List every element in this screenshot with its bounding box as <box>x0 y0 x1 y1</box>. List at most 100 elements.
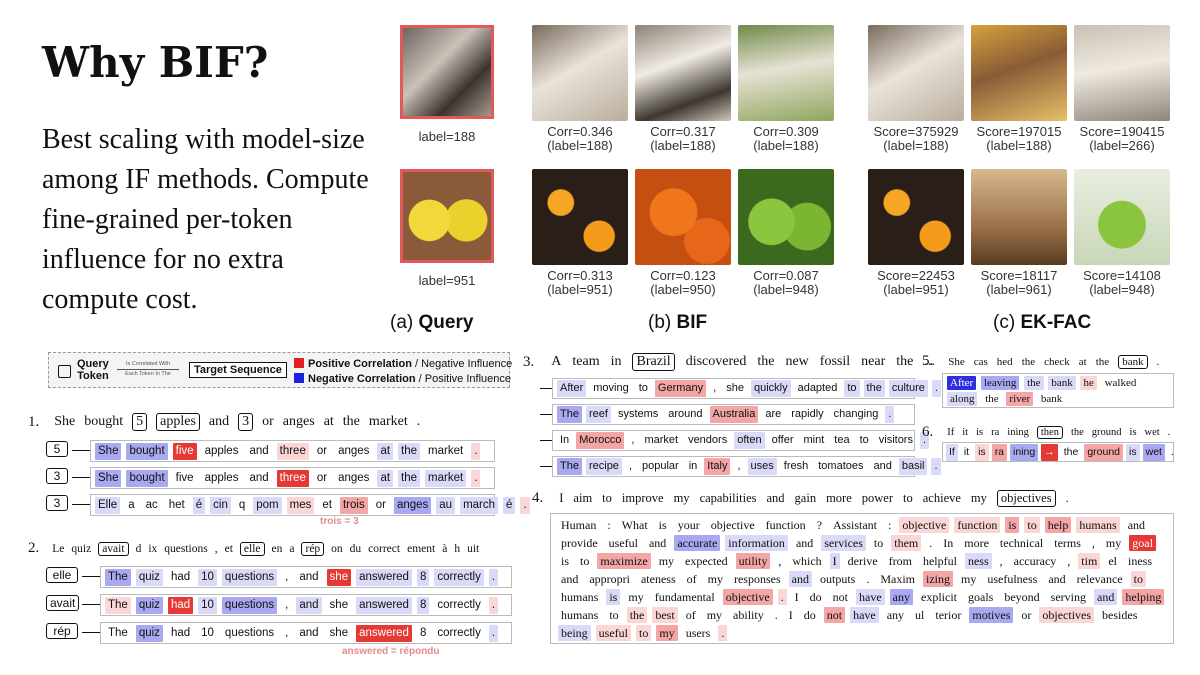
token: questions <box>221 568 278 586</box>
paragraph-token: them <box>891 535 922 551</box>
query-token-box: elle <box>239 541 265 556</box>
token: cin <box>210 496 231 514</box>
paragraph-token: objective <box>722 589 773 605</box>
example-2-note: answered = répondu <box>342 646 440 657</box>
token: market <box>644 434 679 446</box>
label-text: (label=266) <box>1089 138 1155 153</box>
token: quiz <box>135 568 163 586</box>
paragraph-token: the <box>985 393 999 405</box>
bif-row2-image-1 <box>532 169 628 265</box>
sentence-token: She <box>948 355 965 368</box>
arrow <box>82 604 100 605</box>
paragraph-token: of <box>686 572 697 586</box>
token: adapted <box>797 382 838 394</box>
sentence-token: the <box>1021 355 1036 368</box>
paragraph-token: any <box>889 589 913 605</box>
token: is <box>975 443 989 461</box>
paragraph-token: bank <box>1040 393 1063 405</box>
sentence-token: the <box>1095 355 1110 368</box>
paragraph-token: accurate <box>674 535 721 551</box>
paragraph-token: and <box>1048 572 1066 586</box>
query-token-box: 5 <box>46 441 68 457</box>
bif-row2-image-2 <box>635 169 731 265</box>
paragraph-token: : <box>888 518 892 532</box>
paragraph-token: is <box>1005 517 1020 533</box>
bif-row2-image-3 <box>738 169 834 265</box>
paragraph-token: do <box>809 590 822 604</box>
legend-negative: Negative Correlation / Positive Influenc… <box>294 373 511 385</box>
sentence-token: discovered <box>685 354 747 369</box>
token: 10 <box>198 568 217 586</box>
token: et <box>322 498 332 511</box>
paragraph-token: I <box>794 590 799 604</box>
token: or <box>375 498 386 511</box>
legend-positive: Positive Correlation / Negative Influenc… <box>294 358 512 370</box>
token: anges <box>338 444 370 457</box>
score-text: Score=190415 <box>1079 124 1165 139</box>
token: to <box>638 382 648 394</box>
token: ra <box>991 443 1008 461</box>
paragraph-token: is <box>561 554 570 568</box>
score-text: Corr=0.317 <box>650 124 716 139</box>
query-token-box: then <box>1036 426 1063 439</box>
token: culture <box>888 380 928 397</box>
sentence-token: the <box>896 354 914 369</box>
token: Italy <box>704 458 731 475</box>
sentence-token: . <box>416 414 421 429</box>
paragraph-token: technical <box>999 536 1044 550</box>
panel-label-query: (a) Query <box>390 312 474 333</box>
label-text: (label=951) <box>883 282 949 297</box>
token: the <box>863 380 885 397</box>
token: . <box>488 568 499 586</box>
example-6-sentence: 6. If it is ra ining then the ground is wet. <box>922 424 1170 441</box>
query-token-box <box>58 365 71 378</box>
token: and <box>249 444 269 457</box>
ekfac-row2-caption-1: Score=22453 (label=951) <box>862 269 970 297</box>
query-token-box: objectives <box>996 490 1056 507</box>
paragraph-token: relevance <box>1076 572 1123 586</box>
sentence-token: ... <box>924 354 935 369</box>
token: , <box>631 434 635 446</box>
query-token-box: 3 <box>46 495 68 511</box>
token: questions <box>224 626 275 639</box>
sentence-token: and <box>766 491 785 505</box>
token: had <box>170 570 191 583</box>
token: The <box>105 596 131 614</box>
token: 8 <box>419 626 427 639</box>
query-image-2 <box>400 169 494 263</box>
token: apples <box>204 444 239 457</box>
token: → <box>1041 443 1058 461</box>
token: het <box>168 498 185 511</box>
paragraph-token: humans <box>1076 517 1120 533</box>
token: she <box>329 598 349 611</box>
score-text: Score=375929 <box>873 124 959 139</box>
paragraph-token: my <box>706 608 723 622</box>
score-text: Score=197015 <box>976 124 1062 139</box>
paragraph-token: to <box>1130 571 1146 587</box>
bif-row2-caption-2: Corr=0.123 (label=950) <box>629 269 737 297</box>
paragraph-token: goal <box>1129 535 1156 551</box>
token: bought <box>126 469 168 487</box>
sentence-token: market <box>368 414 408 429</box>
ekfac-row2-caption-2: Score=18117 (label=961) <box>965 269 1073 297</box>
sentence-token: aim <box>573 491 593 505</box>
token: mint <box>803 434 825 446</box>
paragraph-token: provide <box>561 536 598 550</box>
label-text: (label=188) <box>986 138 1052 153</box>
ekfac-row1-caption-1: Score=375929 (label=188) <box>862 125 970 153</box>
token: quiz <box>135 624 163 642</box>
token: it <box>963 445 970 458</box>
token: anges <box>338 471 370 484</box>
token: to <box>844 380 860 397</box>
example-1-sentence: 1. She bought 5 apples and 3 or anges at the market… <box>28 413 420 431</box>
paragraph-token: of <box>685 608 696 622</box>
sentence-token: a <box>289 542 295 555</box>
sentence-token: at <box>323 414 334 429</box>
sentence-token: wet <box>1144 427 1160 438</box>
token: and <box>299 626 319 639</box>
token: around <box>668 408 703 420</box>
token: . <box>1170 445 1174 458</box>
sentence-token: near <box>861 354 886 369</box>
paragraph-token: After <box>947 376 977 390</box>
